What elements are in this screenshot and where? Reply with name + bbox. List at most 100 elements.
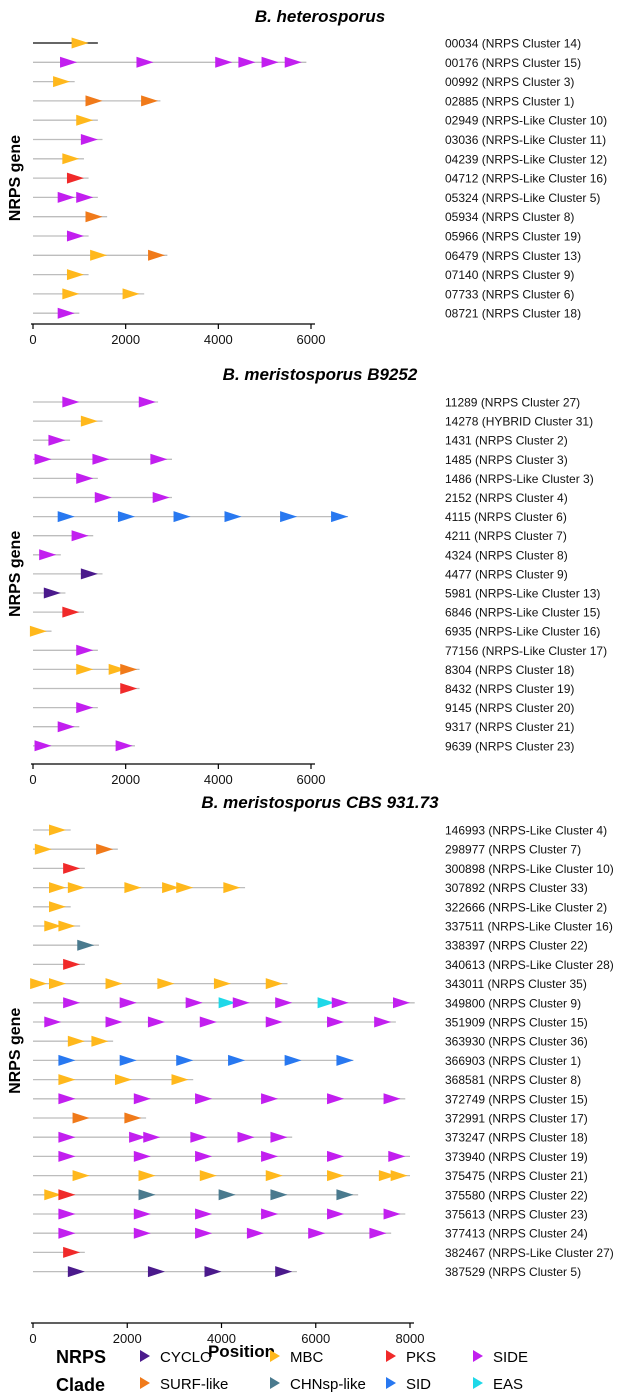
y-axis-label: NRPS gene xyxy=(7,1008,24,1094)
gene-row: 375613 (NRPS Cluster 23) xyxy=(33,1208,588,1222)
legend-label: EAS xyxy=(493,1376,523,1393)
domain-arrow-chnsp-like xyxy=(218,1189,236,1201)
domain-arrow-chnsp-like xyxy=(270,1189,288,1201)
gene-row: 2152 (NRPS Cluster 4) xyxy=(33,491,568,505)
domain-arrow-sid xyxy=(280,511,298,523)
x-axis-label: Position xyxy=(208,1342,275,1361)
gene-row: 1486 (NRPS-Like Cluster 3) xyxy=(33,472,594,486)
gene-row: 338397 (NRPS Cluster 22) xyxy=(33,939,588,953)
gene-label: 146993 (NRPS-Like Cluster 4) xyxy=(445,824,607,838)
gene-label: 375475 (NRPS Cluster 21) xyxy=(445,1169,588,1183)
domain-arrow-surf-like xyxy=(124,1112,142,1124)
x-tick-label: 8000 xyxy=(396,1331,425,1346)
x-tick-label: 6000 xyxy=(297,332,326,347)
domain-arrow-mbc xyxy=(76,114,94,126)
gene-label: 343011 (NRPS Cluster 35) xyxy=(445,977,587,991)
x-tick-label: 2000 xyxy=(113,1331,142,1346)
gene-label: 375613 (NRPS Cluster 23) xyxy=(445,1208,588,1222)
gene-row: 4211 (NRPS Cluster 7) xyxy=(33,529,567,543)
gene-label: 05966 (NRPS Cluster 19) xyxy=(445,230,581,244)
gene-row: 337511 (NRPS-Like Cluster 16) xyxy=(33,920,613,934)
gene-row: 14278 (HYBRID Cluster 31) xyxy=(33,415,593,429)
domain-arrow-mbc xyxy=(171,1074,189,1086)
legend-item-eas: EAS xyxy=(473,1376,523,1393)
gene-row: 349800 (NRPS Cluster 9) xyxy=(33,996,581,1010)
domain-arrow-mbc xyxy=(67,882,85,894)
domain-arrow-side xyxy=(261,1093,279,1105)
x-tick-label: 0 xyxy=(29,772,36,787)
x-tick-label: 4000 xyxy=(207,1331,236,1346)
gene-row: 372991 (NRPS Cluster 17) xyxy=(33,1112,588,1126)
domain-arrow-side xyxy=(105,1016,123,1028)
domain-arrow-side xyxy=(143,1131,161,1143)
domain-arrow-side xyxy=(133,1208,151,1220)
gene-row: 03036 (NRPS-Like Cluster 11) xyxy=(33,133,606,147)
domain-arrow-side xyxy=(195,1227,213,1239)
gene-label: 382467 (NRPS-Like Cluster 27) xyxy=(445,1246,614,1260)
domain-arrow-mbc xyxy=(90,249,108,261)
domain-arrow-side xyxy=(58,1093,76,1105)
domain-arrow-side xyxy=(133,1227,151,1239)
legend-swatch xyxy=(140,1350,150,1362)
gene-row: 07733 (NRPS Cluster 6) xyxy=(33,287,574,301)
domain-arrow-side xyxy=(76,644,94,656)
domain-arrow-mbc xyxy=(265,978,283,990)
domain-arrow-mbc xyxy=(80,415,98,427)
domain-arrow-mbc xyxy=(213,978,231,990)
gene-row: 373247 (NRPS Cluster 18) xyxy=(33,1131,588,1145)
domain-arrow-cyclo xyxy=(80,568,98,580)
gene-label: 07140 (NRPS Cluster 9) xyxy=(445,268,574,282)
domain-arrow-side xyxy=(58,1227,76,1239)
domain-arrow-side xyxy=(265,1016,283,1028)
legend-swatch xyxy=(270,1350,280,1362)
gene-row: 366903 (NRPS Cluster 1) xyxy=(33,1054,581,1068)
domain-arrow-side xyxy=(327,1093,345,1105)
gene-row: 04239 (NRPS-Like Cluster 12) xyxy=(33,152,607,166)
legend-item-pks: PKS xyxy=(386,1349,436,1366)
legend-label: SID xyxy=(406,1376,431,1393)
gene-label: 340613 (NRPS-Like Cluster 28) xyxy=(445,958,614,972)
domain-arrow-side xyxy=(62,396,80,408)
gene-row: 05934 (NRPS Cluster 8) xyxy=(33,210,574,224)
domain-arrow-cyclo xyxy=(204,1266,222,1278)
domain-arrow-sid xyxy=(57,511,75,523)
domain-arrow-surf-like xyxy=(85,95,103,107)
x-tick-label: 2000 xyxy=(111,332,140,347)
gene-row: 08721 (NRPS Cluster 18) xyxy=(33,307,581,321)
gene-row: 375580 (NRPS Cluster 22) xyxy=(33,1188,588,1202)
gene-label: 366903 (NRPS Cluster 1) xyxy=(445,1054,581,1068)
legend-swatch xyxy=(386,1377,396,1389)
y-axis-label: NRPS gene xyxy=(7,135,24,221)
gene-row: 07140 (NRPS Cluster 9) xyxy=(33,268,574,282)
legend-item-surf-like: SURF-like xyxy=(140,1376,228,1393)
gene-row: 9317 (NRPS Cluster 21) xyxy=(33,720,574,734)
domain-arrow-cyclo xyxy=(67,1266,85,1278)
x-axis: 0 2000 4000 6000 xyxy=(29,763,325,787)
x-tick-label: 2000 xyxy=(111,772,140,787)
gene-label: 6846 (NRPS-Like Cluster 15) xyxy=(445,606,600,620)
domain-arrow-mbc xyxy=(58,920,76,932)
domain-arrow-side xyxy=(199,1016,217,1028)
gene-label: 9317 (NRPS Cluster 21) xyxy=(445,720,574,734)
gene-label: 6935 (NRPS-Like Cluster 16) xyxy=(445,625,600,639)
gene-row: 368581 (NRPS Cluster 8) xyxy=(33,1073,581,1087)
domain-arrow-side xyxy=(327,1150,345,1162)
domain-arrow-mbc xyxy=(71,37,89,49)
domain-arrow-side xyxy=(270,1131,288,1143)
domain-arrow-side xyxy=(92,453,110,465)
domain-arrow-mbc xyxy=(390,1170,408,1182)
gene-label: 02949 (NRPS-Like Cluster 10) xyxy=(445,114,607,128)
legend-label: CYCLO xyxy=(160,1349,212,1366)
legend-item-sid: SID xyxy=(386,1376,431,1393)
gene-row: 372749 (NRPS Cluster 15) xyxy=(33,1092,588,1106)
domain-arrow-chnsp-like xyxy=(77,939,95,951)
domain-arrow-side xyxy=(39,549,57,561)
domain-arrow-side xyxy=(331,997,349,1009)
domain-arrow-side xyxy=(237,1131,255,1143)
domain-arrow-pks xyxy=(63,862,81,874)
gene-label: 5981 (NRPS-Like Cluster 13) xyxy=(445,587,600,601)
domain-arrow-surf-like xyxy=(148,249,166,261)
domain-arrow-side xyxy=(374,1016,392,1028)
x-tick-label: 4000 xyxy=(204,772,233,787)
domain-arrow-side xyxy=(76,702,94,714)
